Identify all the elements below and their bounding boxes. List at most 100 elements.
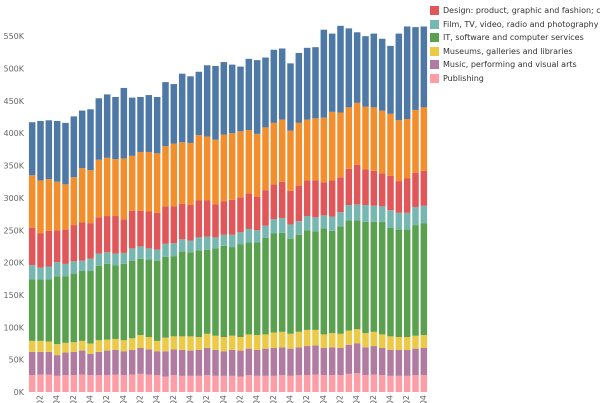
bar-segment[interactable] <box>345 205 353 221</box>
bar-segment[interactable] <box>103 216 111 253</box>
bar-segment[interactable] <box>295 234 303 332</box>
bar-segment[interactable] <box>45 351 53 375</box>
bar-segment[interactable] <box>303 375 311 392</box>
bar-segment[interactable] <box>170 375 178 392</box>
bar-segment[interactable] <box>162 82 169 147</box>
bar-segment[interactable] <box>95 253 103 266</box>
bar-segment[interactable] <box>103 339 111 351</box>
bar-segment[interactable] <box>387 336 394 350</box>
bar-segment[interactable] <box>287 130 294 191</box>
bar-segment[interactable] <box>203 136 211 201</box>
bar-segment[interactable] <box>203 249 211 334</box>
bar-segment[interactable] <box>387 175 394 211</box>
bar-segment[interactable] <box>345 107 353 169</box>
bar-segment[interactable] <box>195 349 203 376</box>
bar-segment[interactable] <box>278 232 286 332</box>
bar-segment[interactable] <box>62 352 69 376</box>
bar-segment[interactable] <box>378 206 386 222</box>
bar-segment[interactable] <box>170 143 178 207</box>
bar-segment[interactable] <box>37 374 44 392</box>
bar-segment[interactable] <box>387 113 394 176</box>
bar-segment[interactable] <box>212 349 219 376</box>
bar-segment[interactable] <box>178 203 186 240</box>
bar-segment[interactable] <box>395 212 403 230</box>
bar-segment[interactable] <box>62 342 69 353</box>
bar-segment[interactable] <box>403 26 411 119</box>
bar-segment[interactable] <box>220 234 228 246</box>
bar-segment[interactable] <box>112 374 119 392</box>
bar-segment[interactable] <box>37 340 44 352</box>
bar-segment[interactable] <box>328 333 336 348</box>
bar-segment[interactable] <box>320 228 328 335</box>
bar-segment[interactable] <box>328 347 336 376</box>
bar-segment[interactable] <box>145 211 153 249</box>
bar-segment[interactable] <box>37 351 44 375</box>
bar-segment[interactable] <box>337 25 344 113</box>
bar-segment[interactable] <box>237 244 244 337</box>
bar-segment[interactable] <box>178 336 186 350</box>
bar-segment[interactable] <box>362 169 369 206</box>
bar-segment[interactable] <box>212 335 219 350</box>
bar-segment[interactable] <box>412 206 419 226</box>
bar-segment[interactable] <box>303 329 311 347</box>
bar-segment[interactable] <box>120 252 128 264</box>
bar-segment[interactable] <box>337 333 344 348</box>
bar-segment[interactable] <box>87 170 94 224</box>
bar-segment[interactable] <box>353 102 361 165</box>
bar-segment[interactable] <box>120 375 128 392</box>
bar-segment[interactable] <box>270 49 278 123</box>
bar-segment[interactable] <box>203 200 211 237</box>
bar-segment[interactable] <box>195 135 203 201</box>
bar-segment[interactable] <box>295 221 303 235</box>
bar-segment[interactable] <box>312 345 319 375</box>
bar-segment[interactable] <box>387 375 394 392</box>
bar-segment[interactable] <box>312 217 319 232</box>
bar-segment[interactable] <box>212 65 219 140</box>
bar-segment[interactable] <box>53 120 61 182</box>
bar-segment[interactable] <box>70 177 78 226</box>
bar-segment[interactable] <box>320 117 328 183</box>
bar-segment[interactable] <box>162 243 169 257</box>
bar-segment[interactable] <box>153 375 161 392</box>
bar-segment[interactable] <box>345 220 353 331</box>
legend-item[interactable]: IT, software and computer services <box>430 31 600 45</box>
bar-segment[interactable] <box>28 375 36 392</box>
bar-segment[interactable] <box>245 129 253 194</box>
bar-segment[interactable] <box>228 234 236 248</box>
bar-segment[interactable] <box>120 263 128 341</box>
bar-segment[interactable] <box>245 334 253 349</box>
bar-segment[interactable] <box>78 350 86 375</box>
bar-segment[interactable] <box>78 222 86 261</box>
bar-segment[interactable] <box>120 351 128 376</box>
bar-segment[interactable] <box>128 155 136 211</box>
bar-segment[interactable] <box>337 375 344 392</box>
bar-segment[interactable] <box>228 349 236 376</box>
bar-segment[interactable] <box>45 374 53 392</box>
bar-segment[interactable] <box>78 260 86 272</box>
bar-segment[interactable] <box>87 109 94 171</box>
bar-segment[interactable] <box>253 242 261 336</box>
bar-segment[interactable] <box>312 374 319 392</box>
bar-segment[interactable] <box>362 333 369 348</box>
bar-segment[interactable] <box>420 205 428 224</box>
bar-segment[interactable] <box>320 182 328 216</box>
bar-segment[interactable] <box>253 196 261 231</box>
bar-segment[interactable] <box>153 96 161 154</box>
bar-segment[interactable] <box>112 96 119 160</box>
bar-segment[interactable] <box>128 374 136 392</box>
bar-segment[interactable] <box>303 230 311 330</box>
bar-segment[interactable] <box>28 265 36 280</box>
bar-segment[interactable] <box>103 252 111 264</box>
bar-segment[interactable] <box>412 225 419 336</box>
bar-segment[interactable] <box>220 245 228 338</box>
bar-segment[interactable] <box>195 375 203 392</box>
bar-segment[interactable] <box>420 170 428 206</box>
bar-segment[interactable] <box>403 349 411 376</box>
bar-segment[interactable] <box>395 120 403 182</box>
bar-segment[interactable] <box>237 197 244 233</box>
bar-segment[interactable] <box>345 344 353 374</box>
bar-segment[interactable] <box>195 250 203 338</box>
bar-segment[interactable] <box>295 331 303 348</box>
bar-segment[interactable] <box>287 190 294 225</box>
bar-segment[interactable] <box>220 134 228 202</box>
